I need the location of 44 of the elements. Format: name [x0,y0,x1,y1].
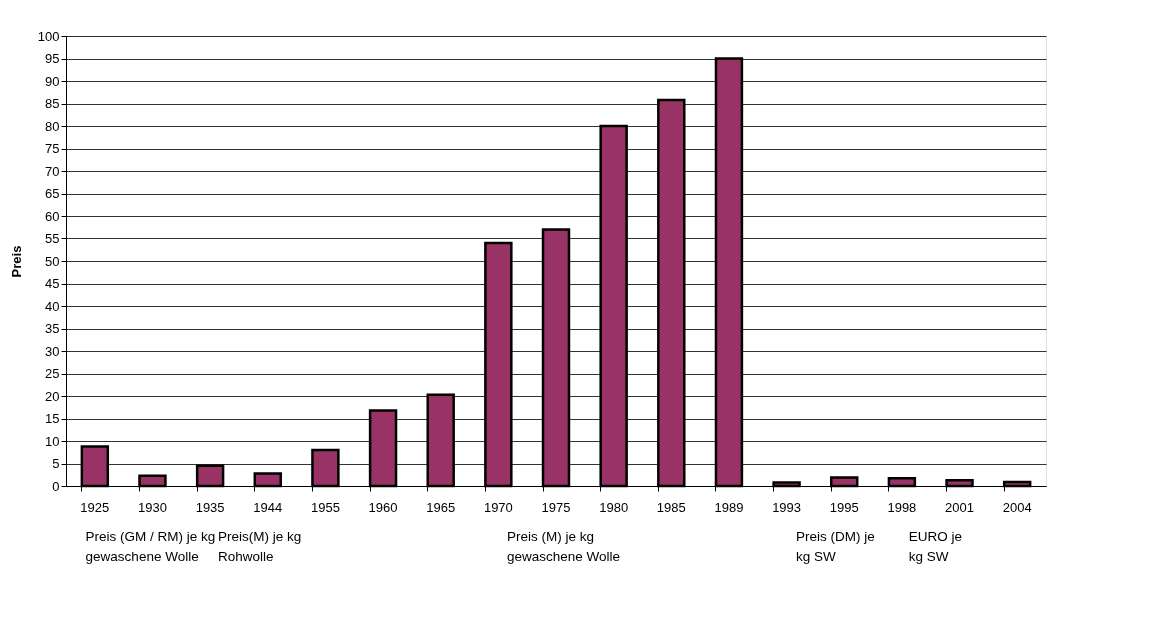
x-tick-label: 1930 [138,499,167,515]
y-tick-label: 5 [52,456,60,471]
y-axis-title: Preis [8,245,24,278]
text: Preis(M) je kg Rohwolle [217,529,302,564]
y-tick-label: 100 [37,28,60,44]
y-tick-label: 55 [45,231,60,246]
y-tick-label: 85 [45,96,60,111]
y-tick-label: 70 [45,163,60,179]
y-tick-label: 20 [45,388,60,404]
y-tick-label: 90 [45,73,60,89]
x-tick-label: 1975 [541,499,571,515]
x-tick-label: 2001 [945,499,974,515]
y-tick-label: 15 [45,411,60,426]
x-tick-label: 1960 [368,499,398,515]
y-tick-label: 60 [45,208,60,224]
text: Preis (DM) je kg SW [796,529,875,564]
text: Preis (M) je kg gewaschene Wolle [507,529,621,564]
x-tick-label: 1993 [772,499,802,515]
y-tick-label: 25 [45,366,60,381]
y-tick-label: 10 [45,433,60,449]
y-tick-label: 65 [45,186,60,201]
text: EURO je kg SW [908,529,963,564]
text: Preis (GM / RM) je kg gewaschene Wolle [85,529,216,564]
y-tick-label: 30 [45,343,60,359]
x-tick-label: 1955 [310,499,340,515]
x-tick-label: 1935 [195,499,225,515]
x-tick-label: 1995 [829,499,859,515]
x-tick-label: 1925 [80,499,110,515]
x-tick-label: 1944 [253,499,283,515]
x-tick-label: 1980 [599,499,629,515]
x-tick-label: 1998 [887,499,917,515]
y-tick-label: 50 [45,253,60,269]
x-tick-label: 2004 [1002,499,1032,515]
y-tick-label: 75 [45,141,60,156]
y-tick-label: 35 [45,321,60,336]
y-tick-label: 80 [45,118,60,134]
y-tick-label: 95 [45,51,60,66]
x-tick-label: 1970 [483,499,513,515]
y-tick-label: 40 [45,298,60,314]
x-tick-label: 1989 [714,499,744,515]
x-tick-label: 1985 [656,499,686,515]
y-tick-label: 0 [52,478,60,494]
y-tick-label: 45 [45,276,60,291]
x-tick-label: 1965 [426,499,456,515]
